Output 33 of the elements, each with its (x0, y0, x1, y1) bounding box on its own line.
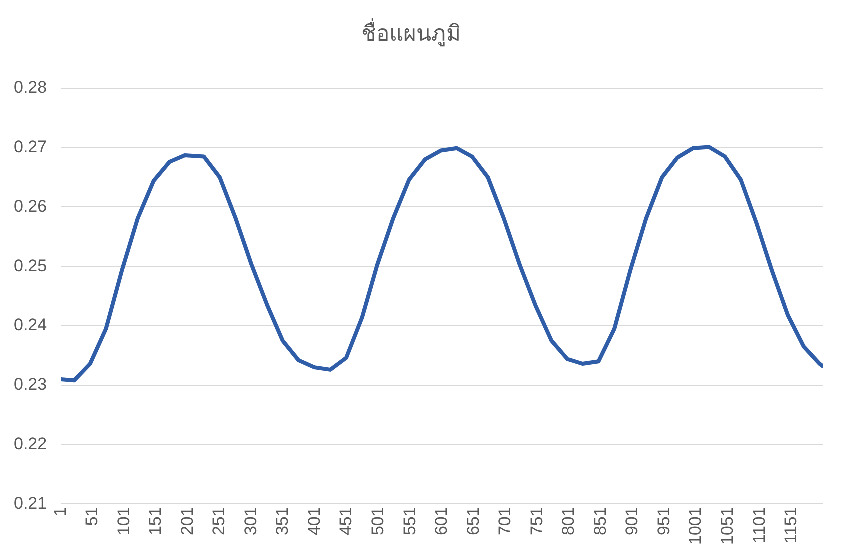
x-tick-label: 451 (336, 507, 356, 536)
x-tick-label: 751 (527, 507, 546, 536)
x-tick-label: 201 (178, 507, 197, 536)
x-tick-label: 551 (400, 507, 420, 536)
y-tick-label: 0.27 (14, 137, 48, 156)
x-tick-label: 1051 (718, 507, 738, 546)
x-tick-label: 1001 (686, 507, 706, 546)
x-tick-label: 501 (368, 507, 388, 536)
x-tick-label: 151 (146, 507, 166, 536)
x-tick-label: 701 (496, 507, 515, 536)
x-tick-label: 51 (82, 507, 102, 526)
x-tick-label: 801 (559, 507, 578, 536)
y-tick-label: 0.23 (14, 375, 48, 394)
y-tick-label: 0.25 (14, 256, 48, 276)
x-tick-label: 951 (654, 507, 674, 536)
x-tick-label: 651 (464, 507, 483, 536)
x-tick-label: 601 (432, 507, 452, 536)
x-tick-label: 1 (50, 507, 70, 517)
y-tick-label: 0.22 (14, 434, 48, 454)
x-tick-label: 901 (622, 507, 642, 536)
chart-title: ชื่อแผนภูมิ (362, 18, 462, 47)
x-tick-label: 351 (273, 507, 292, 536)
y-tick-label: 0.28 (14, 78, 48, 98)
y-tick-label: 0.26 (14, 196, 48, 216)
x-tick-label: 1151 (782, 507, 801, 544)
y-tick-label: 0.24 (14, 316, 48, 335)
x-tick-label: 401 (304, 507, 324, 536)
y-tick-label: 0.21 (14, 494, 48, 513)
x-tick-label: 101 (114, 507, 134, 536)
x-tick-label: 251 (210, 507, 229, 536)
x-tick-label: 1101 (750, 507, 769, 544)
x-tick-label: 851 (590, 507, 610, 536)
x-tick-label: 301 (241, 507, 260, 536)
